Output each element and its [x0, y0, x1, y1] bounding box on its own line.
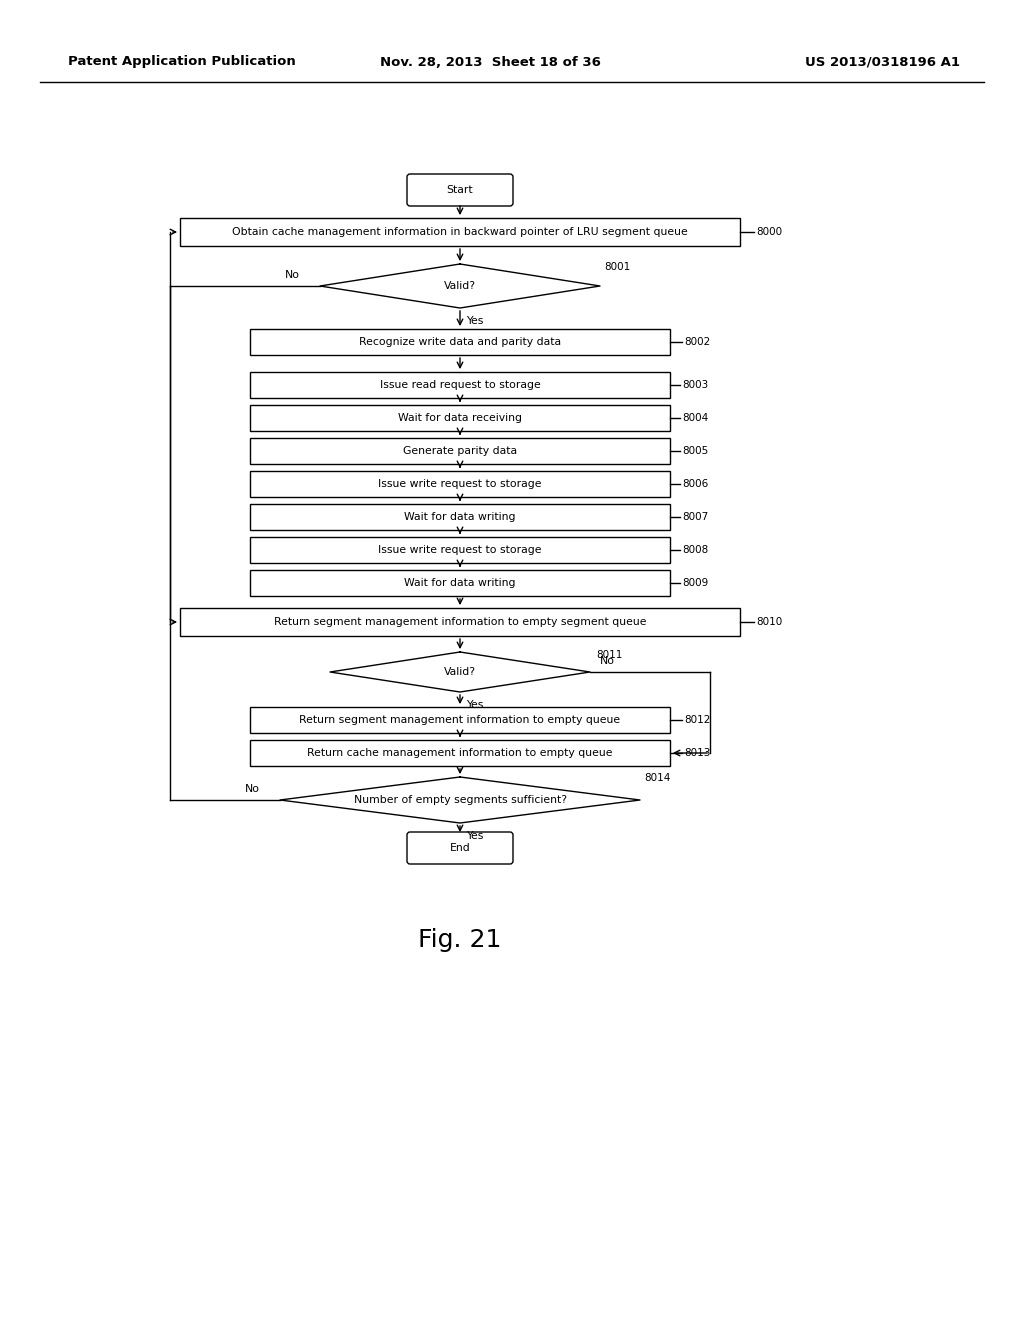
Bar [250, 708, 670, 733]
Text: Return cache management information to empty queue: Return cache management information to e… [307, 748, 612, 758]
Text: Generate parity data: Generate parity data [402, 446, 517, 455]
Text: Number of empty segments sufficient?: Number of empty segments sufficient? [353, 795, 566, 805]
Bar [250, 504, 670, 531]
Bar [250, 372, 670, 399]
Text: 8014: 8014 [644, 774, 671, 783]
Text: Fig. 21: Fig. 21 [419, 928, 502, 952]
Text: Recognize write data and parity data: Recognize write data and parity data [359, 337, 561, 347]
Text: 8013: 8013 [684, 748, 711, 758]
Text: Wait for data writing: Wait for data writing [404, 512, 516, 521]
Text: 8011: 8011 [596, 649, 623, 660]
Text: 8007: 8007 [682, 512, 709, 521]
Text: Return segment management information to empty queue: Return segment management information to… [299, 715, 621, 725]
Text: Yes: Yes [466, 832, 483, 841]
Text: Patent Application Publication: Patent Application Publication [68, 55, 296, 69]
Text: 8000: 8000 [756, 227, 782, 238]
Bar [250, 329, 670, 355]
Bar [250, 438, 670, 465]
Bar [250, 471, 670, 498]
Text: Valid?: Valid? [444, 667, 476, 677]
Text: 8010: 8010 [756, 616, 782, 627]
Bar [250, 570, 670, 597]
Text: 8002: 8002 [684, 337, 711, 347]
Text: Wait for data receiving: Wait for data receiving [398, 413, 522, 422]
Text: No: No [600, 656, 615, 667]
Bar [250, 741, 670, 766]
Text: No: No [285, 271, 300, 280]
Text: 8006: 8006 [682, 479, 709, 488]
Text: Return segment management information to empty segment queue: Return segment management information to… [273, 616, 646, 627]
Text: Valid?: Valid? [444, 281, 476, 290]
Text: Issue write request to storage: Issue write request to storage [378, 545, 542, 554]
Text: Nov. 28, 2013  Sheet 18 of 36: Nov. 28, 2013 Sheet 18 of 36 [380, 55, 600, 69]
Bar [180, 609, 740, 636]
Text: 8005: 8005 [682, 446, 709, 455]
Text: 8003: 8003 [682, 380, 709, 389]
Text: Issue write request to storage: Issue write request to storage [378, 479, 542, 488]
Text: 8001: 8001 [604, 261, 630, 272]
Text: Obtain cache management information in backward pointer of LRU segment queue: Obtain cache management information in b… [232, 227, 688, 238]
Text: Start: Start [446, 185, 473, 195]
FancyBboxPatch shape [407, 832, 513, 865]
Text: Yes: Yes [466, 315, 483, 326]
Text: 8008: 8008 [682, 545, 709, 554]
Bar [250, 537, 670, 564]
FancyBboxPatch shape [407, 174, 513, 206]
Text: Wait for data writing: Wait for data writing [404, 578, 516, 587]
Text: Yes: Yes [466, 700, 483, 710]
Text: No: No [245, 784, 260, 795]
Text: Issue read request to storage: Issue read request to storage [380, 380, 541, 389]
Text: 8012: 8012 [684, 715, 711, 725]
Text: US 2013/0318196 A1: US 2013/0318196 A1 [805, 55, 961, 69]
Text: End: End [450, 843, 470, 853]
Text: 8004: 8004 [682, 413, 709, 422]
Text: 8009: 8009 [682, 578, 709, 587]
Bar [250, 405, 670, 432]
Bar [180, 218, 740, 246]
